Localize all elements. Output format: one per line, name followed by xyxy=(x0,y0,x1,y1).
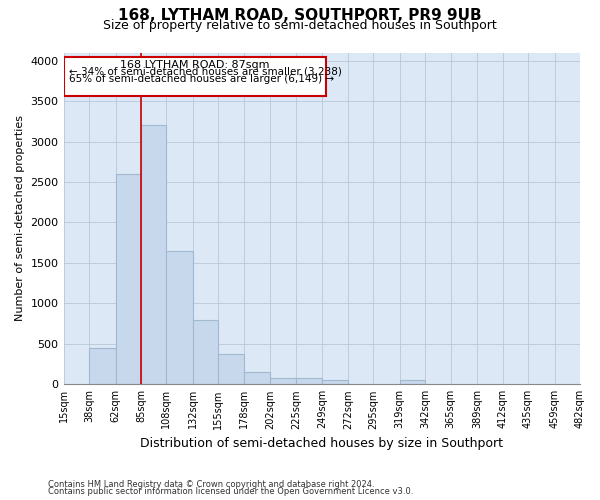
Text: ← 34% of semi-detached houses are smaller (3,238): ← 34% of semi-detached houses are smalle… xyxy=(69,66,342,76)
Text: Contains public sector information licensed under the Open Government Licence v3: Contains public sector information licen… xyxy=(48,487,413,496)
Text: Size of property relative to semi-detached houses in Southport: Size of property relative to semi-detach… xyxy=(103,18,497,32)
Bar xyxy=(244,372,271,384)
Bar xyxy=(193,320,218,384)
X-axis label: Distribution of semi-detached houses by size in Southport: Distribution of semi-detached houses by … xyxy=(140,437,503,450)
FancyBboxPatch shape xyxy=(64,56,326,96)
Bar xyxy=(89,348,116,385)
Bar xyxy=(271,378,296,384)
Y-axis label: Number of semi-detached properties: Number of semi-detached properties xyxy=(15,116,25,322)
Text: 168 LYTHAM ROAD: 87sqm: 168 LYTHAM ROAD: 87sqm xyxy=(120,60,269,70)
Bar xyxy=(141,126,166,384)
Bar xyxy=(166,251,193,384)
Text: 168, LYTHAM ROAD, SOUTHPORT, PR9 9UB: 168, LYTHAM ROAD, SOUTHPORT, PR9 9UB xyxy=(118,8,482,22)
Bar xyxy=(400,380,425,384)
Text: Contains HM Land Registry data © Crown copyright and database right 2024.: Contains HM Land Registry data © Crown c… xyxy=(48,480,374,489)
Bar xyxy=(322,380,348,384)
Bar xyxy=(296,378,322,384)
Text: 65% of semi-detached houses are larger (6,149) →: 65% of semi-detached houses are larger (… xyxy=(69,74,334,85)
Bar xyxy=(218,354,244,384)
Bar xyxy=(116,174,141,384)
